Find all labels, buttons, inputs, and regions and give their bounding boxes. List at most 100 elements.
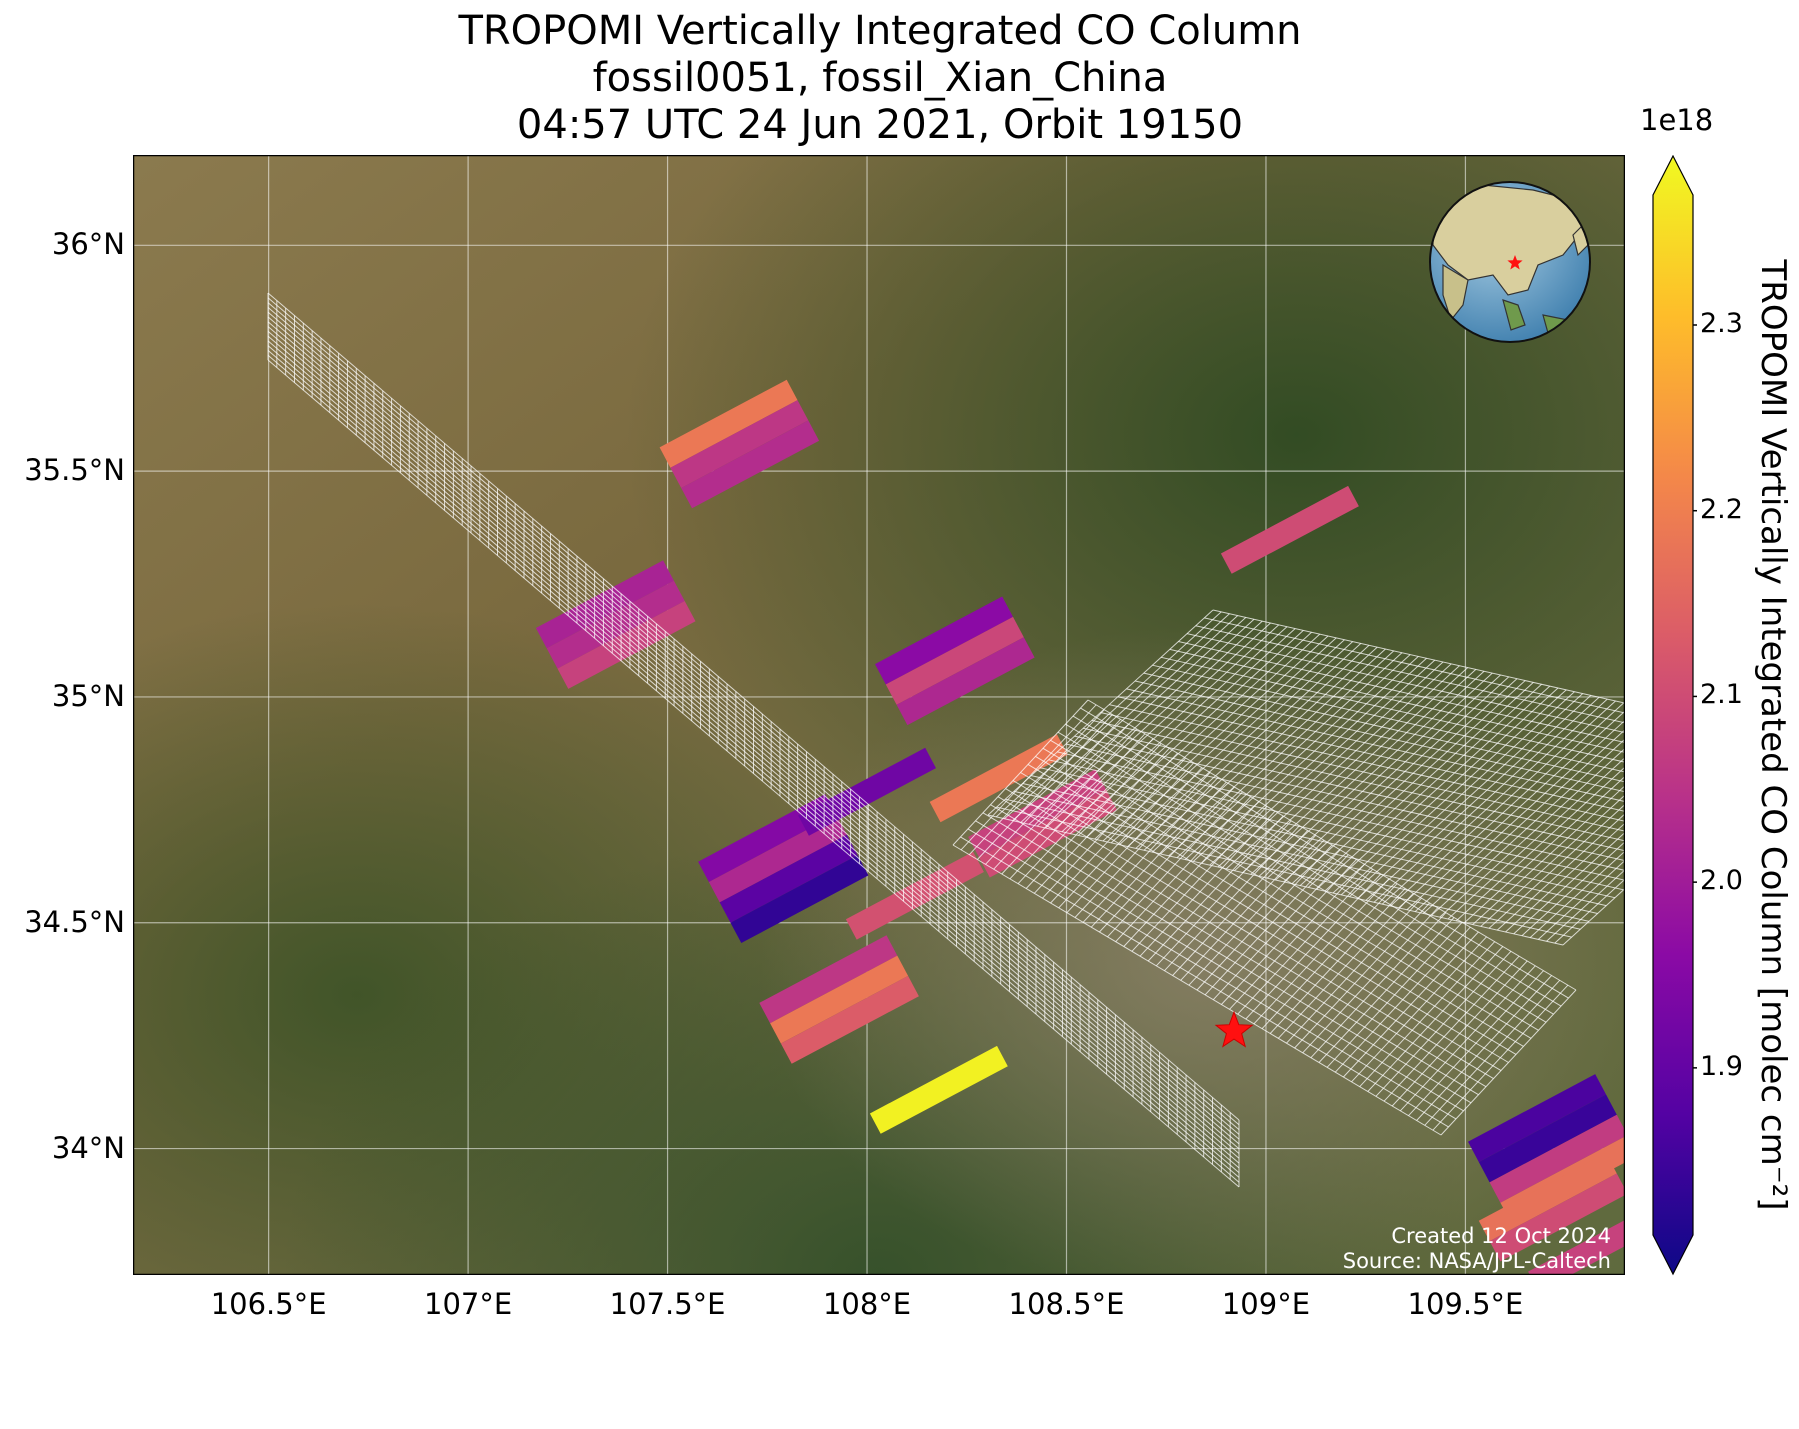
sounding-pixel (546, 580, 685, 669)
footprint-line (1242, 667, 1468, 873)
footprint-line (1408, 970, 1544, 1117)
footprint-line (1464, 775, 1625, 924)
footprint-line (1212, 854, 1349, 1001)
credit-source: Source: NASA/JPL-Caltech (1343, 1249, 1611, 1273)
footprint-line (1172, 830, 1308, 976)
footprint-line (1020, 617, 1247, 823)
footprint-line (1513, 831, 1625, 935)
footprint-line (1078, 630, 1304, 836)
footprint-line (1119, 639, 1345, 846)
footprint-line (1017, 738, 1154, 885)
globe-outline (1429, 181, 1591, 343)
chart-title: TROPOMI Vertically Integrated CO Column … (0, 8, 1760, 149)
footprint-line (1332, 687, 1559, 894)
footprint-line (1447, 757, 1625, 920)
footprint-line (1045, 622, 1271, 829)
footprint-line (1028, 618, 1255, 825)
footprint-line (952, 699, 1089, 846)
footprint-line (1351, 936, 1487, 1083)
footprint-line (1209, 659, 1436, 866)
footprint-line (1184, 654, 1411, 860)
sounding-pixel (759, 935, 898, 1024)
footprint-line (977, 714, 1113, 860)
sounding-pixel (1489, 1114, 1625, 1203)
footprint-line (1308, 682, 1534, 888)
colorbar-tick-label: 2.1 (1700, 679, 1743, 711)
sounding-pixel (1220, 485, 1359, 574)
footprint-line (1283, 676, 1510, 883)
globe-star-marker (1507, 255, 1523, 270)
footprint-line (1074, 772, 1211, 918)
footprint-line (1176, 652, 1403, 859)
sounding-pixel (896, 637, 1035, 726)
footprint-line (1237, 868, 1374, 1015)
footprint-line (1423, 729, 1625, 914)
footprint-line (995, 611, 1222, 818)
colorbar-tick-label: 2.2 (1700, 493, 1743, 525)
footprint-line (1416, 975, 1552, 1121)
footprint-line (1012, 615, 1238, 821)
footprint-line (993, 723, 1130, 870)
footprint-line (1094, 633, 1321, 840)
footprint-line (1546, 869, 1625, 942)
footprint-line (1432, 984, 1569, 1131)
footprint-line (1472, 785, 1625, 925)
footprint-line (1188, 839, 1325, 986)
sounding-pixel (1478, 1094, 1617, 1183)
footprint-line (1357, 693, 1583, 899)
footprint-line (1398, 702, 1625, 909)
footprint-line (1367, 946, 1504, 1092)
footprint-line (1488, 803, 1625, 929)
footprint-line (1424, 979, 1561, 1126)
footprint-line (1261, 883, 1398, 1030)
footprint-line (1302, 907, 1439, 1054)
footprint-line (1521, 841, 1625, 937)
footprint-line (1286, 897, 1422, 1044)
footprint-line (1143, 644, 1370, 851)
footprint-line (968, 709, 1105, 856)
footprint-line (1440, 989, 1577, 1136)
footprint-line (1099, 786, 1235, 933)
map-panel: Created 12 Oct 2024 Source: NASA/JPL-Cal… (133, 155, 1625, 1275)
lon-tick-label: 109°E (1221, 1287, 1311, 1321)
footprint-line (1359, 941, 1496, 1088)
lon-tick-label: 107°E (424, 1287, 513, 1321)
footprint-line (1147, 815, 1284, 962)
footprint-line (1266, 672, 1493, 879)
footprint-line (1131, 805, 1268, 952)
footprint-line (1431, 738, 1625, 916)
footprint-line (1253, 878, 1390, 1025)
lon-tick-label: 108°E (822, 1287, 912, 1321)
lat-tick-label: 35°N (51, 678, 125, 713)
footprint-line (1269, 888, 1406, 1034)
footprint-line (1275, 674, 1501, 881)
footprint-line (1324, 685, 1551, 892)
colorbar-scale-title: 1e18 (1640, 103, 1714, 137)
footprint-line (1383, 955, 1520, 1102)
footprint-line (1155, 820, 1292, 967)
footprint-line (1082, 776, 1219, 923)
footprint-line (1391, 960, 1528, 1107)
footprint-line (1538, 859, 1625, 940)
footprint-line (1406, 710, 1625, 911)
footprint-line (1225, 663, 1452, 870)
footprint-line (1110, 637, 1337, 844)
footprint-line (1229, 863, 1365, 1010)
footprint-line (1480, 794, 1625, 927)
colorbar-tick-label: 2.3 (1700, 308, 1743, 339)
footprint-line (1196, 844, 1333, 991)
footprint-line (1318, 917, 1455, 1063)
colorbar-label: TROPOMI Vertically Integrated CO Column … (1753, 259, 1793, 1211)
footprint-line (1069, 628, 1296, 834)
sounding-pixel (557, 601, 696, 689)
footprint-line (1193, 656, 1419, 862)
footprint-line (1310, 912, 1447, 1059)
lon-tick-label: 109.5°E (1407, 1287, 1524, 1321)
sounding-pixel (1489, 1173, 1625, 1262)
title-line-2: fossil0051, fossil_Xian_China (592, 55, 1168, 101)
footprint-line (1135, 643, 1362, 849)
basemap-plain (133, 155, 1625, 1275)
footprint-line (1381, 698, 1608, 905)
lat-tick-label: 36°N (51, 227, 125, 262)
lat-tick-label: 34.5°N (24, 904, 125, 939)
